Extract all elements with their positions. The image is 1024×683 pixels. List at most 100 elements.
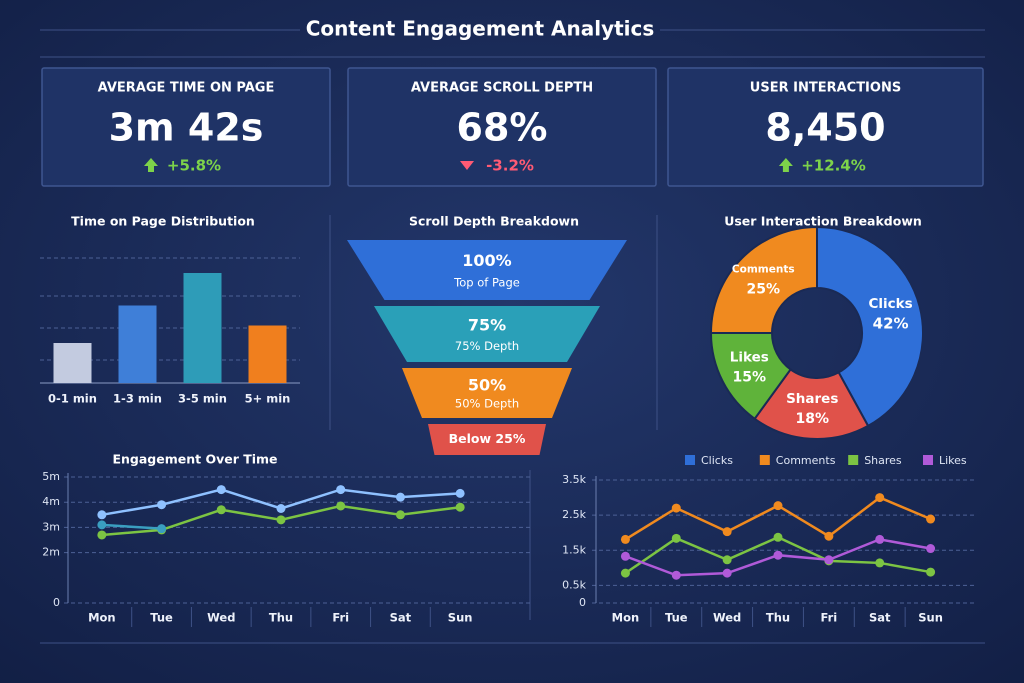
segment-label: Below 25% <box>449 431 526 446</box>
x-tick-label: 1-3 min <box>113 392 162 406</box>
data-point <box>395 492 405 502</box>
chart-title: User Interaction Breakdown <box>724 214 922 229</box>
y-tick-label: 3m <box>42 520 60 533</box>
slice-value: 18% <box>795 411 829 427</box>
kpi-card <box>347 67 657 187</box>
data-point <box>926 544 936 554</box>
data-point <box>97 520 107 530</box>
slice-label: Comments <box>732 263 795 275</box>
data-point <box>722 527 732 537</box>
x-tick-label: 3-5 min <box>178 392 227 406</box>
data-point <box>455 502 465 512</box>
data-point <box>395 510 405 520</box>
funnel-segment <box>374 306 600 362</box>
kpi-value: 3m 42s <box>109 106 264 150</box>
trend-arrow <box>460 161 474 170</box>
legend-label: Shares <box>864 454 902 467</box>
value-label: 75% <box>468 316 506 335</box>
data-point <box>97 510 107 520</box>
x-tick-label: Sun <box>448 611 473 625</box>
data-point <box>773 501 783 511</box>
funnel-segment <box>347 240 627 300</box>
slice-value: 42% <box>873 315 909 333</box>
segment-label: Top of Page <box>453 276 520 290</box>
x-tick-label: Fri <box>820 611 837 625</box>
data-point <box>722 568 732 578</box>
data-point <box>620 534 630 544</box>
kpi-card <box>41 67 331 187</box>
x-tick-label: Tue <box>150 611 173 625</box>
bar <box>183 273 222 383</box>
data-point <box>620 551 630 561</box>
kpi-value: 68% <box>457 106 548 150</box>
legend-swatch <box>685 455 695 465</box>
x-tick-label: 5+ min <box>245 392 291 406</box>
chart-title: Scroll Depth Breakdown <box>409 214 579 229</box>
kpi-label: USER INTERACTIONS <box>750 81 901 96</box>
data-point <box>671 533 681 543</box>
data-point <box>773 550 783 560</box>
value-label: 100% <box>462 251 511 270</box>
slice-label: Shares <box>786 391 838 407</box>
data-point <box>773 532 783 542</box>
data-point <box>336 501 346 511</box>
pie-slice <box>816 225 924 428</box>
bar <box>118 305 157 383</box>
data-point <box>824 531 834 541</box>
x-tick-label: Wed <box>713 611 741 625</box>
page-title: Content Engagement Analytics <box>306 17 655 41</box>
data-point <box>216 485 226 495</box>
value-label: 50% <box>468 376 506 395</box>
data-point <box>926 514 936 524</box>
kpi-value: 8,450 <box>765 106 885 150</box>
y-tick-label: 3.5k <box>562 473 586 486</box>
bar <box>53 343 92 383</box>
slice-value: 15% <box>733 370 767 386</box>
x-tick-label: Sat <box>390 611 412 625</box>
funnel-segment <box>428 424 546 455</box>
funnel-segment <box>402 368 572 418</box>
x-tick-label: Thu <box>269 611 293 625</box>
trend-arrow <box>778 158 793 172</box>
kpi-label: AVERAGE TIME ON PAGE <box>98 81 275 96</box>
kpi-label: AVERAGE SCROLL DEPTH <box>411 81 593 96</box>
x-tick-label: Mon <box>612 611 640 625</box>
line-series <box>101 523 162 530</box>
x-tick-label: Tue <box>665 611 688 625</box>
slice-value: 25% <box>747 281 781 297</box>
data-point <box>875 534 885 544</box>
y-tick-label: 2.5k <box>562 508 586 521</box>
kpi-change: +5.8% <box>167 157 221 175</box>
kpi-change: +12.4% <box>801 157 866 175</box>
y-tick-label: 5m <box>42 470 60 483</box>
kpi-card <box>667 67 984 187</box>
data-point <box>276 515 286 525</box>
segment-label: 50% Depth <box>455 397 519 411</box>
data-point <box>722 555 732 565</box>
data-point <box>620 568 630 578</box>
data-point <box>824 555 834 565</box>
pie-slice <box>709 225 818 334</box>
kpi-change: -3.2% <box>486 157 534 175</box>
data-point <box>455 488 465 498</box>
y-tick-label: 4m <box>42 495 60 508</box>
slice-label: Likes <box>730 350 769 366</box>
data-point <box>157 524 167 534</box>
bar <box>248 325 287 383</box>
y-tick-label: 2m <box>42 546 60 559</box>
x-tick-label: Fri <box>332 611 349 625</box>
data-point <box>875 558 885 568</box>
legend-label: Likes <box>939 454 967 467</box>
x-tick-label: Mon <box>88 611 116 625</box>
data-point <box>157 500 167 510</box>
x-tick-label: Wed <box>207 611 235 625</box>
x-tick-label: 0-1 min <box>48 392 97 406</box>
y-tick-label: 1.5k <box>562 543 586 556</box>
segment-label: 75% Depth <box>455 339 519 353</box>
data-point <box>276 504 286 513</box>
y-tick-label: 0.5k <box>562 578 586 591</box>
x-tick-label: Sat <box>869 611 891 625</box>
data-point <box>671 503 681 513</box>
legend-label: Clicks <box>701 454 733 467</box>
